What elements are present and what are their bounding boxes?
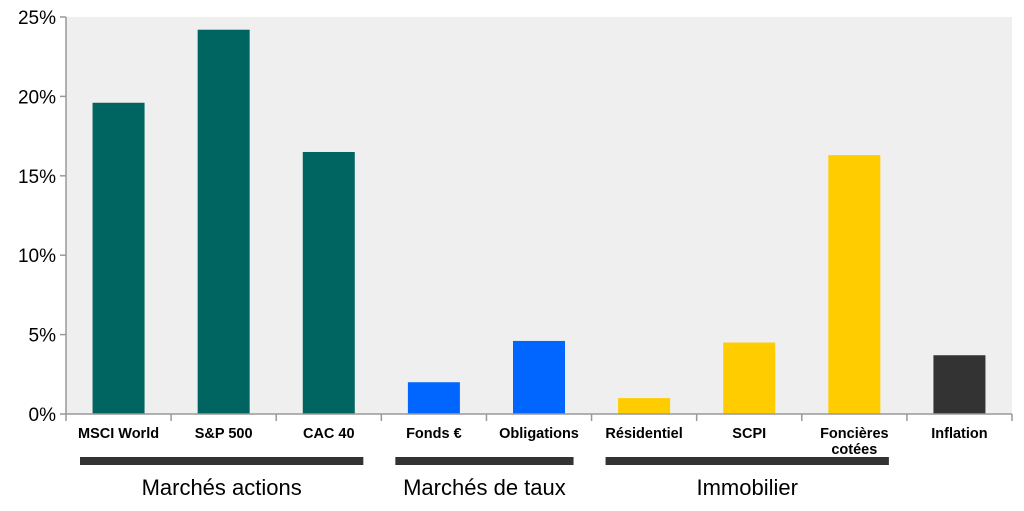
category-groups: Marchés actions Marchés de taux Immobilier [80,457,889,500]
y-tick-label: 15% [18,167,56,188]
bars [92,29,986,415]
bar [302,151,355,415]
x-tick-label: Obligations [499,426,579,442]
bar [828,155,881,414]
group-bracket [395,457,574,465]
x-tick-label: cotées [831,442,877,458]
group-label: Marchés actions [142,475,302,500]
x-tick-label: Fonds € [406,426,462,442]
x-tick-label: S&P 500 [195,426,253,442]
group-label: Marchés de taux [403,475,566,500]
bar [197,29,250,414]
x-tick-label: SCPI [732,426,766,442]
group-label: Immobilier [696,475,797,500]
bar [92,102,145,414]
bar [723,342,776,414]
bar [407,382,460,414]
bar [933,355,986,414]
x-tick-label: MSCI World [78,426,159,442]
y-tick-label: 25% [18,8,56,29]
group-bracket [605,457,889,465]
group-bracket [80,457,364,465]
y-tick-label: 10% [18,246,56,267]
y-tick-label: 5% [29,326,57,347]
x-axis: MSCI World S&P 500 CAC 40 Fonds € Obligation… [78,426,988,458]
y-tick-label: 20% [18,87,56,108]
bar [513,340,565,414]
y-tick-label: 0% [29,405,57,426]
bar [618,398,671,414]
x-tick-label: Résidentiel [605,426,682,442]
x-tick-label: CAC 40 [303,426,355,442]
x-tick-label: Foncières [820,426,889,442]
y-axis: 0% 5% 10% 15% 20% 25% [18,8,66,426]
x-tick-label: Inflation [931,426,987,442]
axes [65,17,1013,421]
